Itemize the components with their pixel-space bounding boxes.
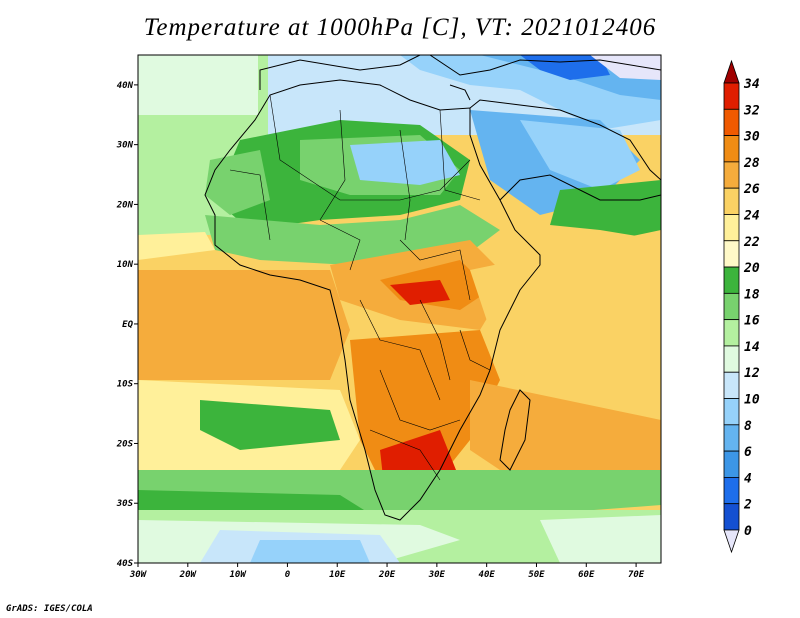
- colorbar-label: 8: [744, 419, 752, 434]
- colorbar-label: 22: [743, 235, 760, 250]
- x-tick-label: 20E: [378, 570, 396, 580]
- colorbar-segment: [723, 424, 740, 452]
- x-tick-label: 60E: [578, 570, 595, 580]
- colorbar-label: 26: [743, 182, 760, 197]
- y-tick-label: 20N: [116, 200, 134, 210]
- colorbar-label: 20: [743, 261, 760, 276]
- x-tick-label: 20W: [179, 570, 198, 580]
- colorbar-label: 18: [744, 287, 760, 302]
- colorbar-top-arrow: [723, 59, 740, 84]
- x-tick-label: 50E: [528, 570, 545, 580]
- y-axis: 40N 30N 20N 10N EQ 10S 20S 30S 40S: [116, 81, 138, 569]
- temperature-field: [138, 55, 661, 563]
- colorbar-segment: [723, 240, 740, 268]
- country-borders: [229, 94, 491, 481]
- colorbar-segment: [723, 108, 740, 136]
- colorbar-label: 10: [744, 393, 760, 408]
- colorbar-bottom-arrow: [723, 529, 740, 554]
- colorbar-segment: [723, 503, 740, 531]
- page-title: Temperature at 1000hPa [C], VT: 20210124…: [143, 14, 657, 41]
- colorbar-label: 2: [743, 498, 752, 513]
- y-tick-label: 40S: [117, 559, 134, 569]
- x-axis: 30W 20W 10W 0 10E 20E 30E 40E 50E 60E 70E: [129, 563, 645, 580]
- colorbar-label: 28: [743, 156, 760, 171]
- colorbar-label: 6: [744, 445, 752, 460]
- coastlines: [204, 55, 661, 521]
- colorbar-segment: [723, 319, 740, 347]
- colorbar-segment: [723, 477, 740, 505]
- colorbar-label: 4: [744, 471, 752, 486]
- colorbar-segment: [723, 187, 740, 215]
- y-tick-label: 40N: [117, 81, 134, 91]
- y-tick-label: 20S: [116, 439, 134, 449]
- y-tick-label: 10N: [117, 260, 134, 270]
- x-tick-label: 40E: [479, 570, 496, 580]
- colorbar-segment: [723, 82, 740, 110]
- colorbar-segment: [723, 398, 740, 426]
- credit-label: GrADS: IGES/COLA: [6, 604, 93, 614]
- y-tick-label: 30N: [116, 141, 134, 151]
- colorbar-segment: [723, 161, 740, 189]
- colorbar-label: 24: [743, 208, 760, 223]
- x-tick-label: 70E: [628, 570, 645, 580]
- y-tick-label: 30S: [116, 499, 134, 509]
- x-tick-label: 0: [285, 570, 291, 580]
- colorbar-segment: [723, 345, 740, 373]
- colorbar-label: 14: [744, 340, 760, 355]
- x-tick-label: 30E: [428, 570, 446, 580]
- plot-frame: [137, 54, 662, 564]
- colorbar-label: 32: [743, 103, 760, 118]
- x-tick-label: 30W: [129, 570, 148, 580]
- colorbar-label: 12: [744, 366, 760, 381]
- colorbar-segment: [723, 135, 740, 163]
- colorbar-label: 34: [743, 77, 760, 92]
- y-tick-label: 10S: [117, 380, 134, 390]
- colorbar-segment: [723, 214, 740, 242]
- colorbar-segment: [723, 266, 740, 294]
- colorbar-label: 0: [744, 524, 752, 539]
- colorbar-label: 16: [744, 314, 760, 329]
- colorbar-segment: [723, 292, 740, 321]
- y-tick-label: EQ: [122, 320, 133, 330]
- colorbar-label: 30: [743, 130, 760, 145]
- x-tick-label: 10W: [229, 570, 247, 580]
- colorbar-segment: [723, 450, 740, 478]
- x-tick-label: 10E: [329, 570, 346, 580]
- colorbar-segment: [723, 371, 740, 399]
